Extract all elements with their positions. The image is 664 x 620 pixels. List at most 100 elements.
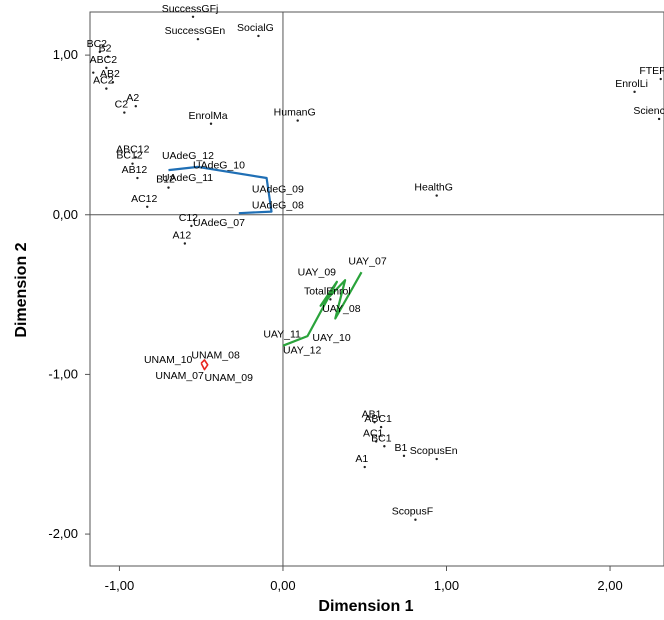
point-label: B2 [99, 43, 112, 55]
series-label-uay: UAY_09 [298, 266, 336, 278]
scatter-point [435, 194, 438, 197]
point-label: AC1 [363, 427, 384, 439]
x-tick-label: -1,00 [105, 578, 135, 593]
point-label: FTEFTc [639, 65, 664, 77]
scatter-point [105, 66, 108, 70]
series-label-uadeg: UAdeG_12 [162, 150, 214, 162]
point-label: AB12 [122, 164, 148, 176]
scatter-point [657, 117, 661, 121]
scatter-point [373, 421, 376, 424]
scatter-point [136, 176, 139, 180]
series-label-uadeg: UAdeG_11 [162, 172, 213, 184]
series-label-uay: UAY_11 [263, 329, 301, 341]
point-label: C12 [179, 212, 198, 224]
x-tick-label: 2,00 [597, 578, 622, 593]
y-tick-label: -1,00 [48, 366, 78, 381]
scatter-point [146, 205, 149, 208]
scatter-point [111, 81, 115, 84]
scatter-point [190, 224, 193, 228]
point-label: B1 [395, 442, 408, 454]
scatter-point [374, 440, 378, 443]
point-label: BC12 [116, 150, 142, 162]
point-label: ScopusEn [410, 445, 458, 457]
scatter-point [296, 119, 299, 122]
point-label: HumanG [274, 107, 316, 119]
reference-lines [90, 12, 664, 566]
y-tick-label: 1,00 [53, 47, 78, 62]
point-label: SuccessGEn [165, 25, 226, 37]
scatter-point [379, 425, 383, 429]
point-label: AB2 [100, 68, 120, 80]
scatter-point [414, 518, 417, 521]
point-label: SuccessGFj [162, 3, 219, 15]
axis-ticks: -1,00 0,00 1,00 2,00 1,00 0,00 -1,00 -2,00 [48, 47, 622, 593]
point-label: AC2 [93, 75, 114, 87]
series-label-uay: UAY_07 [348, 255, 386, 267]
series-label-unam: UNAM_08 [191, 349, 240, 361]
point-label: A1 [355, 453, 368, 465]
scatter-point [363, 465, 366, 469]
point-label: EnrolLi [615, 78, 648, 90]
point-label: AC12 [131, 193, 157, 205]
point-label: ABC12 [116, 143, 149, 155]
x-tick-label: 1,00 [434, 578, 459, 593]
scatter-point [659, 77, 662, 81]
scatter-point [123, 111, 126, 114]
series-label-uadeg: UAdeG_08 [252, 199, 304, 211]
series-label-uay: UAY_12 [283, 345, 321, 357]
point-label: BC2 [87, 38, 108, 50]
point-label: A2 [126, 92, 139, 104]
series-label-uay: UAY_10 [312, 332, 350, 344]
point-label: EnrolMa [188, 110, 227, 122]
scatter-point [98, 50, 102, 54]
series-label-unam: UNAM_10 [144, 354, 193, 366]
point-label: SocialG [237, 22, 274, 34]
scatter-point [633, 90, 636, 94]
scatter-point [196, 37, 200, 41]
point-label: AB1 [362, 408, 382, 420]
point-label: HealthG [414, 182, 453, 194]
point-label: TotalEnrol [304, 285, 351, 297]
point-label: A12 [173, 229, 192, 241]
scatter-point [435, 457, 438, 461]
y-tick-label: 0,00 [53, 207, 78, 222]
scatter-point [92, 71, 95, 74]
x-axis-title: Dimension 1 [318, 598, 413, 615]
series-label-unam: UNAM_09 [204, 372, 253, 384]
scatter-point [131, 162, 134, 165]
point-label: ABC1 [364, 413, 392, 425]
point-label: B12 [156, 174, 175, 186]
point-label: ScienceG [633, 105, 664, 117]
scatter-point [134, 104, 137, 108]
series-label-unam: UNAM_07 [155, 370, 204, 382]
scatter-point [134, 156, 137, 159]
series-path-uay [282, 271, 363, 347]
series-label-uadeg: UAdeG_09 [252, 183, 304, 195]
point-label: C2 [115, 99, 129, 111]
plot-frame [89, 11, 664, 567]
scatter-points: SuccessGFjSocialGSuccessGEnBC2B2ABC2AB2A… [87, 3, 664, 521]
y-tick-label: -2,00 [48, 526, 78, 541]
scatter-point [383, 445, 386, 448]
point-label: ABC2 [90, 54, 118, 66]
series-path-unam [200, 359, 209, 371]
scatter-point [257, 34, 260, 38]
series-label-uadeg: UAdeG_07 [193, 217, 245, 229]
scatter-point [329, 298, 332, 301]
scatter-point [191, 15, 195, 18]
scatter-point [106, 55, 110, 58]
series-label-uay: UAY_08 [322, 303, 360, 315]
scatter-point [183, 242, 187, 245]
scatter-point [209, 122, 213, 125]
series-path-uadeg [168, 165, 273, 215]
point-label: BC1 [371, 432, 392, 444]
y-axis-title: Dimension 2 [13, 242, 30, 337]
x-tick-label: 0,00 [270, 578, 295, 593]
series-label-uadeg: UAdeG_10 [193, 159, 245, 171]
scatter-point [105, 87, 108, 90]
scatter-point [402, 454, 406, 458]
point-label: ScopusF [392, 506, 433, 518]
scatter-point [167, 186, 170, 189]
